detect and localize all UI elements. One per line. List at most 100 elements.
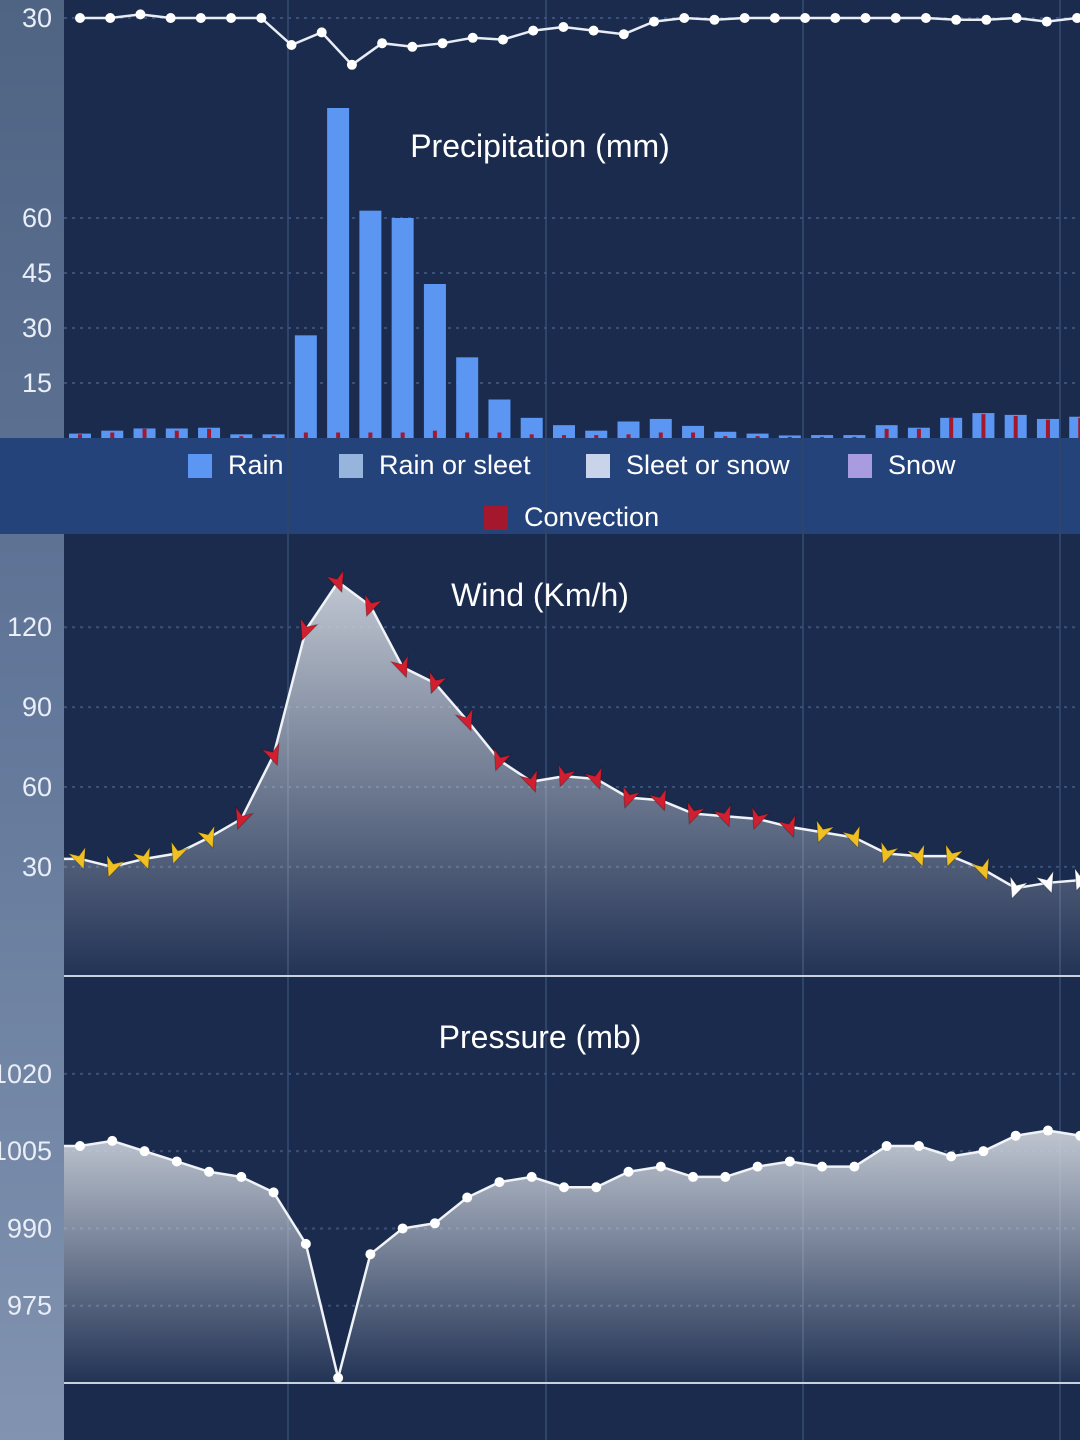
humidity-point — [981, 14, 992, 25]
legend-convection-swatch — [484, 505, 508, 530]
pressure-point — [1010, 1130, 1021, 1141]
humidity-point — [528, 25, 539, 36]
rain-bar — [423, 284, 446, 438]
legend-convection-label: Convection — [524, 502, 660, 532]
humidity-point — [679, 13, 690, 23]
rain-bar — [617, 421, 640, 438]
humidity-line — [80, 13, 1078, 67]
legend-rain-swatch — [188, 453, 212, 478]
legend-rain: Rain — [188, 450, 284, 481]
wind-direction-arrow — [712, 803, 732, 828]
rain-bar — [359, 210, 382, 438]
wind-direction-arrow — [131, 845, 151, 871]
wind-line — [64, 580, 1080, 890]
humidity-point — [75, 13, 85, 23]
wind-direction-arrow — [557, 763, 578, 788]
pressure-point — [107, 1135, 118, 1146]
rain-bar — [843, 435, 866, 438]
convection-bar — [432, 430, 437, 438]
humidity-point — [377, 38, 388, 49]
convection-bar — [1078, 417, 1080, 438]
humidity-point — [346, 59, 357, 70]
humidity-point — [800, 13, 811, 23]
pressure-point — [1042, 1125, 1053, 1136]
humidity-point — [830, 13, 841, 23]
humidity-point — [558, 22, 569, 32]
wind-direction-arrow — [364, 592, 384, 618]
convection-bar — [755, 436, 760, 438]
humidity-point — [951, 14, 962, 25]
y-tick-label: 60 — [22, 772, 52, 802]
humidity-point — [860, 13, 871, 23]
wind-direction-arrow — [647, 787, 667, 812]
wind-direction-arrow — [106, 853, 126, 879]
humidity-point — [739, 13, 750, 23]
wind-direction-arrow — [945, 842, 965, 868]
rain-bar — [1069, 416, 1080, 438]
convection-bar — [465, 432, 470, 438]
y-tick-label: 1020 — [0, 1059, 52, 1089]
pressure-point — [333, 1372, 344, 1383]
pressure-point — [171, 1156, 182, 1167]
wind-direction-arrow — [493, 747, 513, 772]
convection-bar — [400, 432, 405, 438]
humidity-point — [1072, 13, 1080, 23]
wind-direction-arrow — [66, 845, 87, 871]
pressure-point — [591, 1182, 602, 1193]
wind-direction-arrow — [687, 800, 707, 826]
legend-rain-or-sleet-swatch — [339, 453, 363, 478]
humidity-point — [165, 13, 176, 23]
pressure-point — [881, 1141, 892, 1152]
convection-bar — [626, 434, 631, 438]
convection-bar — [723, 436, 728, 438]
wind-direction-arrow — [880, 840, 900, 865]
legend-snow-label: Snow — [888, 450, 956, 480]
legend-rain-or-sleet: Rain or sleet — [339, 450, 531, 481]
wind-title: Wind (Km/h) — [451, 577, 629, 613]
pressure-point — [204, 1166, 215, 1177]
pressure-point — [268, 1187, 279, 1198]
convection-bar — [1045, 419, 1050, 438]
pressure-line — [64, 1129, 1080, 1379]
y-tick-label: 30 — [22, 3, 52, 33]
humidity-point — [588, 25, 599, 36]
wind-direction-arrow — [1009, 874, 1029, 900]
pressure-point — [688, 1171, 699, 1182]
humidity-point — [467, 32, 478, 43]
y-tick-label: 1005 — [0, 1136, 52, 1166]
pressure-point — [300, 1238, 311, 1249]
rain-bar — [649, 418, 672, 438]
convection-bar — [529, 434, 534, 438]
convection-bar — [174, 430, 179, 438]
pressure-point — [817, 1161, 828, 1172]
rain-bar — [778, 435, 801, 438]
pressure-point — [139, 1146, 150, 1157]
humidity-point — [135, 9, 146, 20]
convection-bar — [787, 436, 792, 438]
convection-bar — [303, 432, 308, 438]
pressure-point — [655, 1161, 666, 1172]
rain-bar — [294, 335, 317, 438]
rain-bar — [746, 433, 769, 438]
convection-bar — [271, 436, 276, 438]
wind-direction-arrow — [389, 653, 409, 679]
wind-direction-arrow — [816, 818, 836, 844]
legend-snow-swatch — [848, 453, 872, 478]
humidity-point — [256, 13, 267, 23]
humidity-point — [105, 13, 116, 23]
pressure-point — [849, 1161, 860, 1172]
convection-bar — [884, 428, 889, 438]
humidity-point — [649, 16, 660, 27]
convection-bar — [110, 432, 115, 438]
precipitation-legend — [0, 438, 1080, 534]
rain-bar — [520, 417, 543, 438]
humidity-point — [226, 13, 237, 23]
convection-bar — [981, 414, 986, 438]
legend-sleet-or-snow: Sleet or snow — [586, 450, 790, 481]
wind-direction-arrow — [325, 568, 345, 594]
humidity-point — [709, 14, 720, 25]
y-tick-label: 990 — [7, 1213, 52, 1243]
wind-direction-arrow — [1074, 866, 1080, 892]
humidity-point — [920, 13, 931, 23]
